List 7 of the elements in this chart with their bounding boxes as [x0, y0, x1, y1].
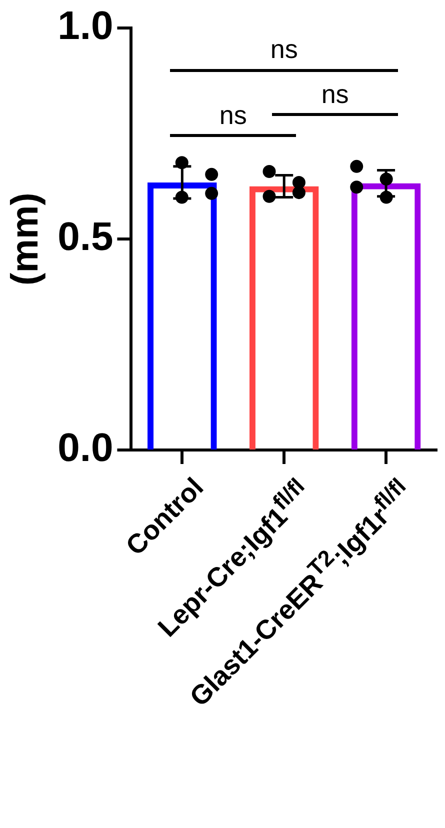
annotation: ns: [269, 34, 299, 64]
y-tick-label: 0.0: [58, 426, 114, 470]
annotation: ns: [320, 78, 350, 108]
y-tick-label: 1.0: [58, 4, 114, 48]
y-axis-title: (mm): [4, 192, 46, 286]
y-tick-label: 0.5: [58, 215, 114, 260]
annotation: ns: [218, 100, 248, 130]
